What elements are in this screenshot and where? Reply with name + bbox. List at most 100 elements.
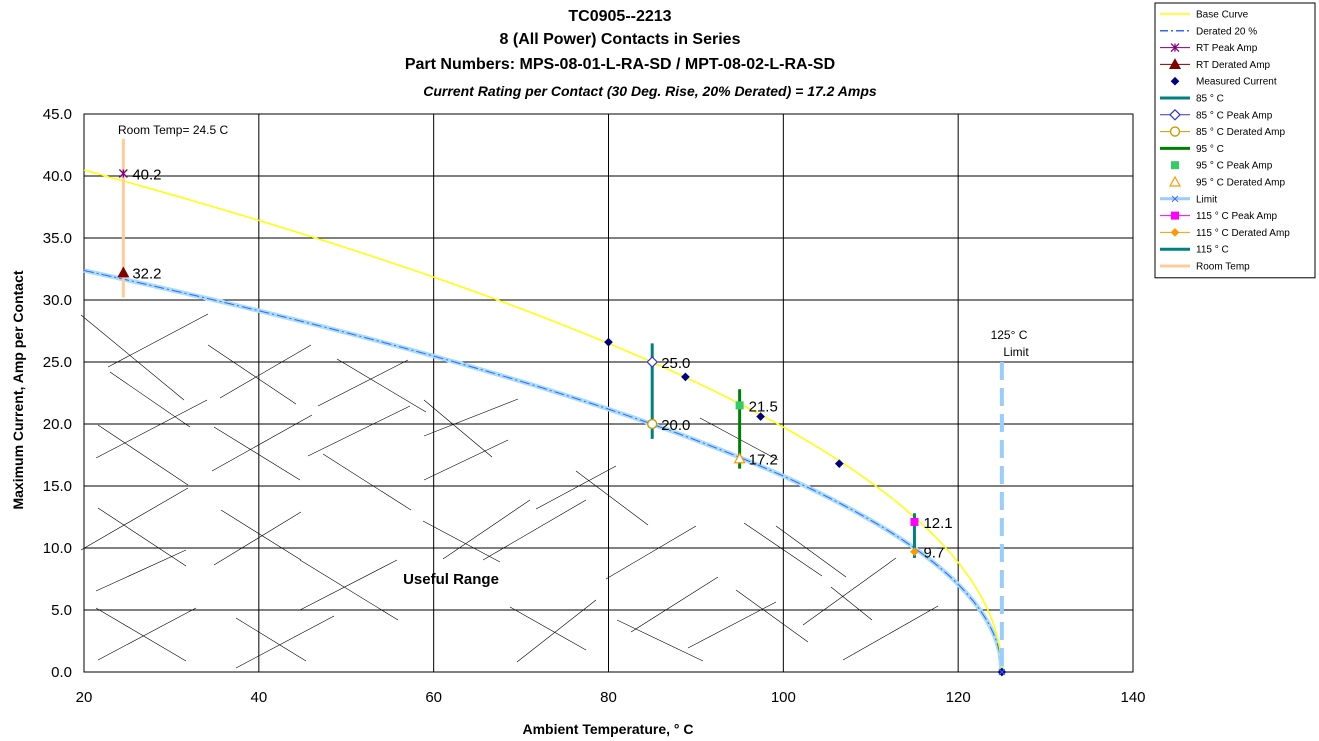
hatch-line-32 — [535, 465, 617, 510]
hatch-line-5 — [97, 507, 187, 567]
legend-label-9: 95 ° C Peak Amp — [1196, 161, 1273, 172]
hatch-line-33 — [575, 470, 649, 526]
chart-subtitle: Current Rating per Contact (30 Deg. Rise… — [423, 83, 877, 99]
x-tick-label-6: 140 — [1120, 689, 1145, 706]
hatch-line-35 — [630, 576, 719, 633]
hatch-line-21 — [322, 453, 412, 511]
hatch-line-41 — [802, 557, 897, 626]
x-tick-label-0: 20 — [76, 689, 93, 706]
series-markers — [117, 169, 1007, 677]
series-4-point-2 — [756, 412, 765, 421]
hatch-line-14 — [220, 509, 302, 561]
hatch-line-30 — [509, 606, 587, 651]
x-axis-label: Ambient Temperature, ° C — [522, 721, 693, 737]
series-6-point-0 — [646, 356, 659, 368]
useful-range-label: Useful Range — [403, 571, 499, 588]
legend-swatch-2 — [1170, 43, 1180, 53]
hatch-line-37 — [687, 601, 777, 649]
legend-swatch-marker-11 — [1171, 195, 1179, 203]
series-13-point-0 — [910, 547, 919, 557]
base-curve — [83, 169, 1003, 673]
hatch-line-1 — [107, 313, 209, 368]
data-label-13-0: 9.7 — [923, 545, 944, 562]
data-label-2-0: 40.2 — [132, 167, 161, 184]
derated-curve-halo — [83, 268, 1005, 673]
legend-swatch-12 — [1171, 211, 1179, 220]
series-7-point-0 — [647, 418, 658, 430]
series-4-point-1 — [681, 372, 690, 382]
title-line-3: Part Numbers: MPS-08-01-L-RA-SD / MPT-08… — [405, 56, 835, 73]
series-2-point-0 — [118, 169, 128, 178]
legend-item-2: RT Peak Amp — [1160, 43, 1258, 54]
y-axis-label: Maximum Current, Amp per Contact — [10, 270, 26, 509]
x-tick-label-4: 100 — [771, 689, 796, 706]
limit-annotation-line-2: Limit — [1003, 345, 1029, 359]
hatch-line-12 — [213, 426, 301, 481]
hatch-line-11 — [219, 344, 312, 399]
data-label-7-0: 20.0 — [661, 417, 690, 434]
legend-item-13: 115 ° C Derated Amp — [1160, 228, 1290, 239]
hatch-line-4 — [95, 399, 208, 459]
legend-item-0: Base Curve — [1160, 10, 1249, 21]
series-lines — [83, 138, 1005, 673]
x-tick-label-2: 60 — [425, 689, 442, 706]
hatch-line-19 — [317, 359, 409, 407]
legend-label-13: 115 ° C Derated Amp — [1196, 228, 1290, 239]
hatch-line-43 — [830, 586, 873, 621]
series-4-point-0 — [604, 337, 613, 347]
series-12-point-0 — [910, 517, 919, 526]
legend-item-12: 115 ° C Peak Amp — [1160, 211, 1278, 222]
legend-swatch-13 — [1170, 228, 1180, 237]
legend-item-8: 95 ° C — [1160, 144, 1224, 155]
hatch-line-23 — [299, 559, 399, 621]
legend-swatch-10 — [1168, 175, 1182, 187]
hatch-line-28 — [482, 499, 587, 561]
legend-label-10: 95 ° C Derated Amp — [1196, 178, 1285, 189]
legend-item-3: RT Derated Amp — [1160, 58, 1271, 71]
hatch-line-36 — [616, 619, 704, 662]
y-tick-label-0: 0.0 — [51, 664, 72, 681]
y-tick-label-1: 5.0 — [51, 602, 72, 619]
hatch-line-6 — [80, 487, 189, 551]
legend-label-7: 85 ° C Derated Amp — [1196, 127, 1285, 138]
y-tick-label-2: 10.0 — [43, 540, 72, 557]
legend-swatch-7 — [1169, 126, 1181, 137]
legend-item-9: 95 ° C Peak Amp — [1171, 161, 1273, 172]
y-tick-label-3: 15.0 — [43, 478, 72, 495]
hatch-line-24 — [423, 399, 493, 458]
legend-label-1: Derated 20 % — [1196, 26, 1257, 37]
data-label-9-0: 21.5 — [749, 398, 778, 415]
legend-label-8: 95 ° C — [1196, 144, 1224, 155]
series-9-point-0 — [735, 401, 744, 410]
data-labels: 40.2 32.2 25.0 20.0 21.5 17.2 12.1 9.7 — [132, 167, 952, 562]
hatch-line-0 — [80, 314, 185, 401]
hatch-line-29 — [442, 499, 531, 560]
hatch-line-13 — [211, 414, 313, 472]
legend-label-0: Base Curve — [1196, 10, 1249, 21]
x-tick-label-3: 80 — [600, 689, 617, 706]
legend: Base Curve Derated 20 % RT Peak Amp RT Dera… — [1154, 2, 1316, 279]
legend-item-15: Room Temp — [1160, 262, 1250, 273]
chart-title: TC0905--2213 8 (All Power) Contacts in S… — [405, 8, 877, 99]
hatch-line-17 — [235, 615, 335, 669]
hatch-line-18 — [336, 358, 427, 413]
x-tick-label-1: 40 — [250, 689, 267, 706]
hatch-line-40 — [775, 525, 847, 578]
y-tick-label-7: 35.0 — [43, 230, 72, 247]
series-3-point-0 — [117, 266, 130, 278]
legend-label-15: Room Temp — [1196, 262, 1250, 273]
y-tick-label-9: 45.0 — [43, 106, 72, 123]
legend-label-6: 85 ° C Peak Amp — [1196, 110, 1273, 121]
legend-item-5: 85 ° C — [1160, 94, 1224, 105]
hatch-line-8 — [95, 607, 187, 662]
hatch-line-15 — [213, 511, 302, 566]
hatch-line-38 — [735, 589, 809, 643]
legend-label-14: 115 ° C — [1196, 245, 1229, 256]
legend-swatch-4 — [1170, 76, 1180, 86]
x-axis-ticks: 20 40 60 80 100 120 140 — [76, 689, 1146, 706]
legend-swatch-9 — [1171, 161, 1179, 170]
useful-range-hatching — [80, 313, 939, 669]
legend-item-7: 85 ° C Derated Amp — [1160, 126, 1285, 138]
hatch-line-26 — [422, 520, 501, 563]
